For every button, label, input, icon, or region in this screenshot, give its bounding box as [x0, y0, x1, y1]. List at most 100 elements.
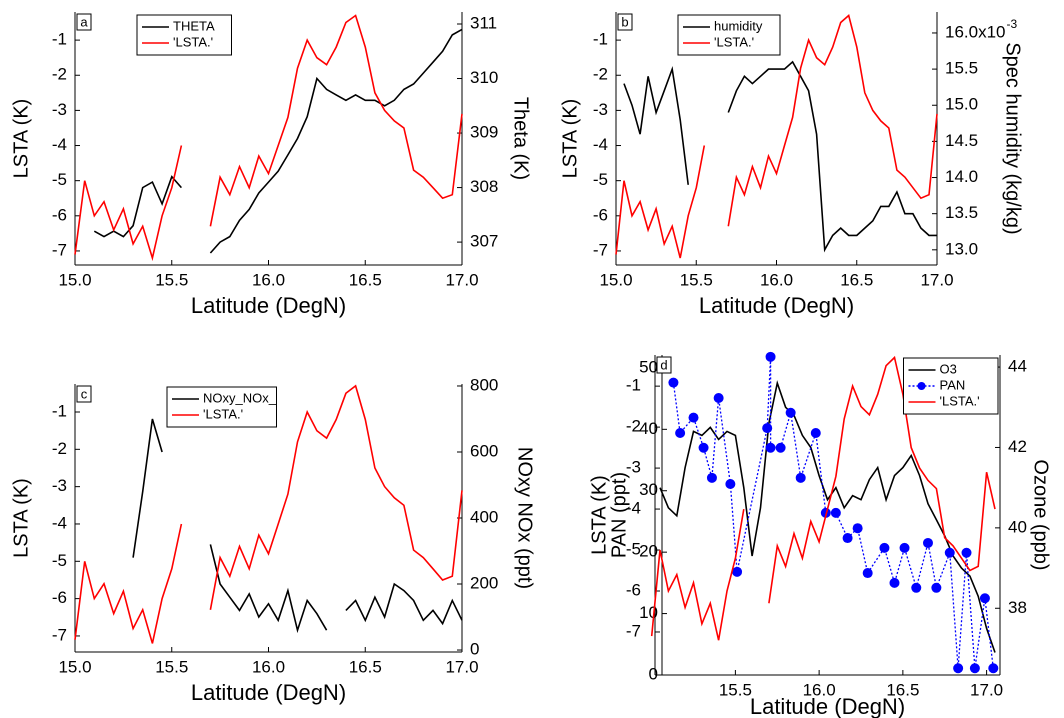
legend-label: 'LSTA.': [940, 393, 980, 408]
x-tick-label: 16.5: [349, 270, 382, 289]
series-point: [899, 542, 910, 553]
y-tick-label: -5: [52, 551, 67, 570]
y2-tick-label: 44: [1008, 357, 1027, 376]
y-tick-label: -7: [626, 621, 641, 640]
series-point: [862, 568, 873, 579]
y-tick-label: -4: [626, 499, 641, 518]
legend-box: [136, 14, 232, 56]
legend-label: O3: [940, 361, 957, 376]
y3-tick-label: 0: [649, 664, 658, 683]
series-point: [911, 582, 922, 593]
y-tick-label: -3: [626, 458, 641, 477]
y2-tick-label: 15.5: [945, 59, 978, 78]
y2-tick-label: 311: [470, 13, 497, 32]
y2-tick-label: 38: [1008, 598, 1027, 617]
y2-tick-label: 13.0: [945, 239, 978, 258]
y-tick-label: -4: [593, 135, 608, 154]
panel-label: a: [80, 14, 88, 29]
x-tick-label: 15.0: [58, 270, 91, 289]
series-point: [668, 377, 679, 388]
x-tick-label: 16.5: [349, 657, 382, 676]
y2-tick-label: 14.0: [945, 167, 978, 186]
y2-exponent: -3: [1007, 17, 1018, 31]
y2-axis-title: Spec humidity (kg/kg): [1002, 42, 1024, 234]
x-tick-label: 16.0: [803, 680, 836, 699]
y2-axis-title: Ozone (ppb): [1030, 459, 1052, 570]
x-tick-label: 17.0: [970, 680, 1003, 699]
legend-box: [166, 386, 277, 428]
y-axis-title: LSTA (K): [559, 99, 581, 179]
panel-label: b: [621, 14, 628, 29]
series-point: [979, 593, 990, 604]
y-tick-label: -1: [52, 30, 67, 49]
y2-tick-label: 13.5: [945, 203, 978, 222]
x-axis-title: Latitude (DegN): [699, 293, 854, 318]
x-tick-label: 15.5: [155, 270, 188, 289]
series-point: [879, 542, 890, 553]
legend-label: 'LSTA.': [203, 406, 243, 421]
x-tick-label: 16.5: [886, 680, 919, 699]
y-tick-label: -1: [52, 401, 67, 420]
series-point: [922, 537, 933, 548]
legend-box: [677, 14, 781, 56]
y-tick-label: -3: [593, 100, 608, 119]
y-tick-label: -2: [52, 65, 67, 84]
y-tick-label: -2: [52, 439, 67, 458]
series-line: [74, 14, 463, 262]
y-axis-title: LSTA (K): [10, 99, 32, 179]
series-point: [852, 523, 863, 534]
x-axis-title: Latitude (DegN): [191, 680, 346, 705]
series-point: [795, 472, 806, 483]
x-tick-label: 15.5: [155, 657, 188, 676]
y-tick-label: -3: [52, 476, 67, 495]
y2-tick-label: 14.5: [945, 131, 978, 150]
series-point: [713, 392, 724, 403]
series-point: [830, 507, 841, 518]
y-tick-label: -1: [593, 30, 608, 49]
y2-tick-label: 42: [1008, 437, 1027, 456]
x-tick-label: 16.5: [840, 270, 873, 289]
x-tick-label: 16.0: [252, 270, 285, 289]
y2-tick-label: 16.0x10: [945, 22, 1006, 41]
legend-label: PAN: [940, 377, 966, 392]
y2-tick-label: 307: [470, 232, 498, 251]
y2-tick-label: 310: [470, 68, 498, 87]
y3-tick-label: 40: [639, 419, 658, 438]
x-axis-title: Latitude (DegN): [750, 694, 905, 718]
series-line: [672, 356, 994, 669]
y-tick-label: -4: [52, 135, 67, 154]
y2-tick-label: 308: [470, 177, 498, 196]
y2-tick-label: 40: [1008, 517, 1027, 536]
series-line: [615, 14, 938, 259]
series-point: [765, 351, 776, 362]
series-point: [725, 478, 736, 489]
series-line: [659, 380, 996, 653]
series-point: [842, 533, 853, 544]
y-tick-label: -6: [52, 205, 67, 224]
series-point: [988, 663, 999, 674]
series-point: [810, 428, 821, 439]
series-point: [765, 442, 776, 453]
series-point: [785, 407, 796, 418]
y-tick-label: -6: [626, 580, 641, 599]
y-tick-label: -3: [52, 100, 67, 119]
x-tick-label: 16.0: [252, 657, 285, 676]
legend-label: NOxy_NOx_: [203, 390, 277, 405]
series-point: [762, 423, 773, 434]
x-tick-label: 17.0: [920, 270, 953, 289]
series-point: [706, 472, 717, 483]
panel-label: d: [660, 357, 667, 372]
series-line: [650, 355, 996, 641]
y-tick-label: -6: [52, 588, 67, 607]
y3-tick-label: 30: [639, 480, 658, 499]
y-tick-label: -6: [593, 205, 608, 224]
x-tick-label: 16.0: [760, 270, 793, 289]
series-line: [93, 28, 463, 254]
series-point: [889, 577, 900, 588]
y2-tick-label: 600: [470, 441, 498, 460]
y-tick-label: -4: [52, 513, 67, 532]
y-axis-title: LSTA (K): [10, 478, 32, 558]
x-tick-label: 17.0: [445, 657, 478, 676]
series-point: [953, 663, 964, 674]
